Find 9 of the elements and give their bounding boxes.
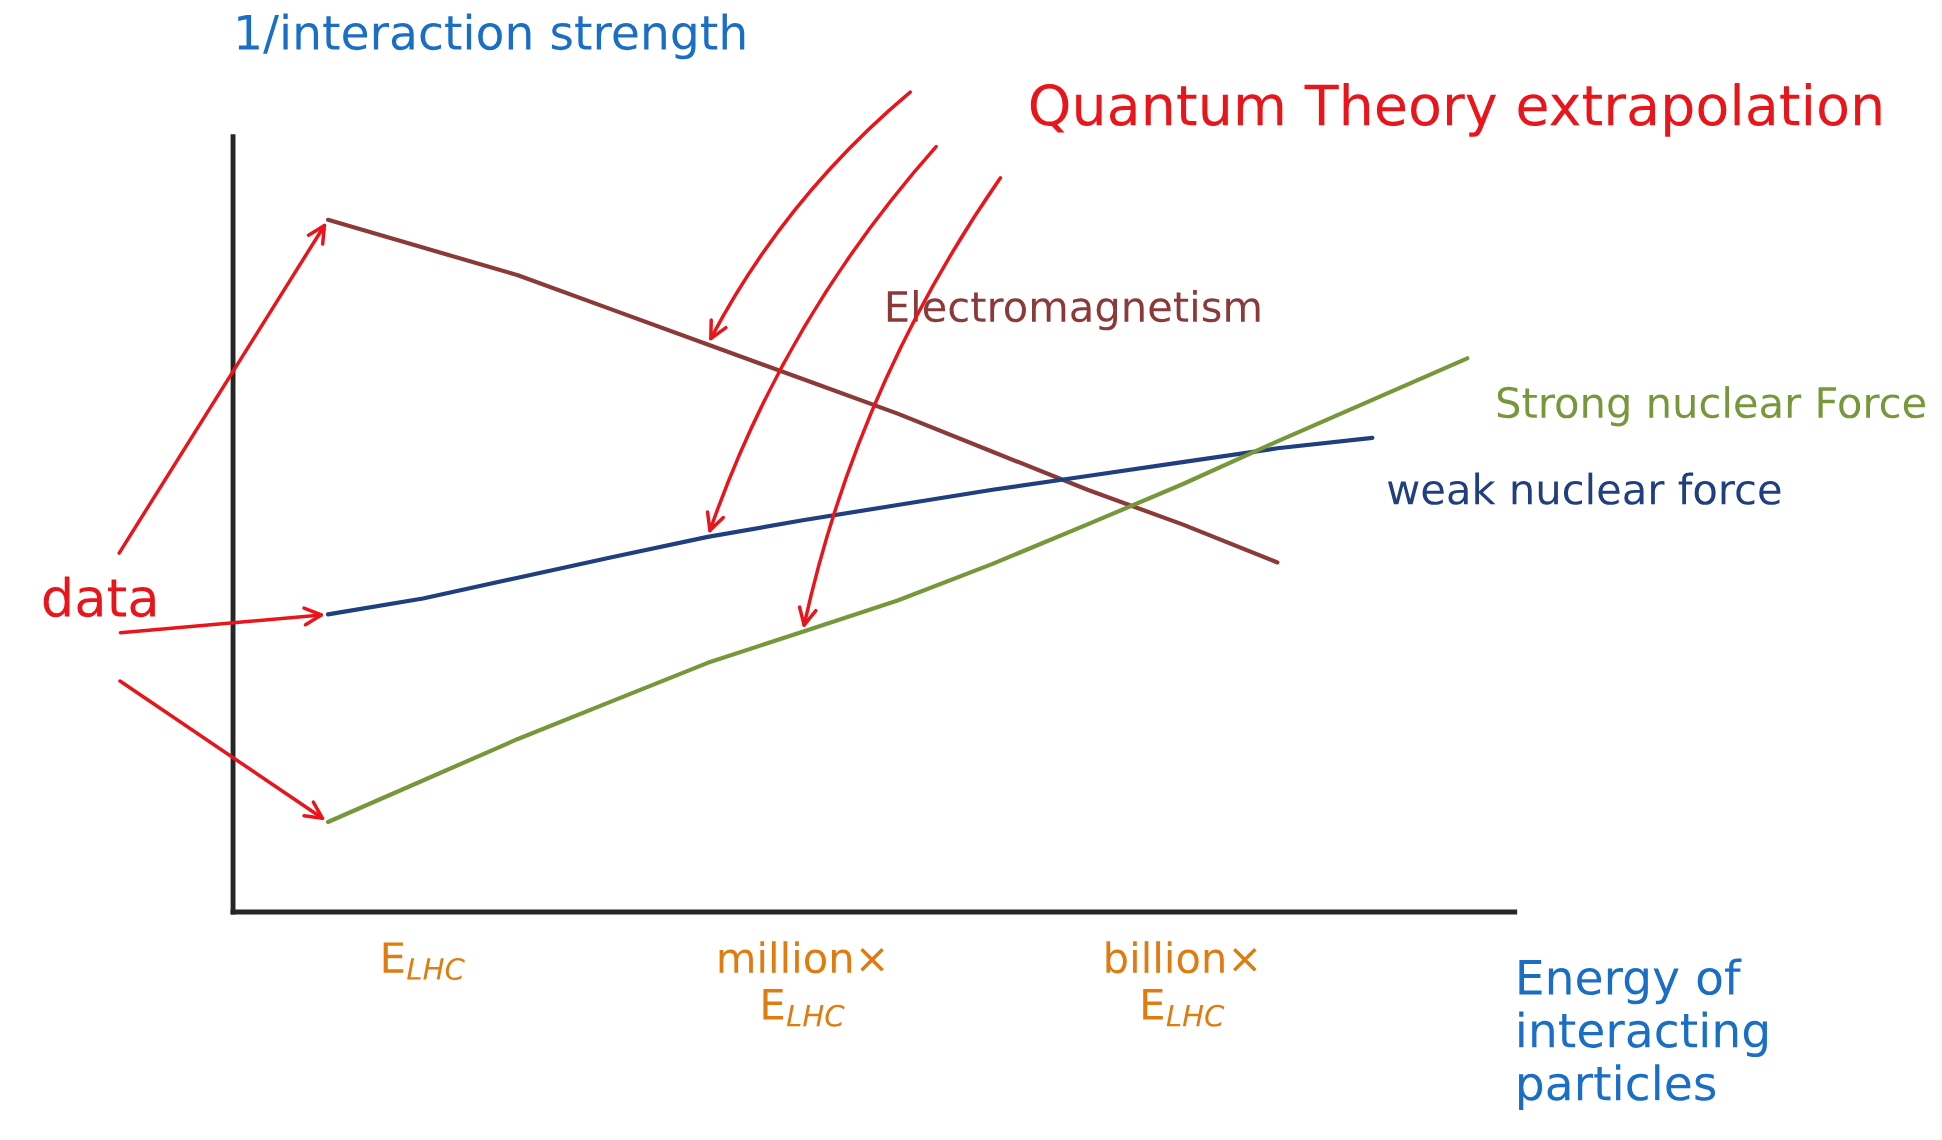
- x-tick-label: million× E$_{LHC}$: [719, 941, 884, 1027]
- x-tick-label: billion× E$_{LHC}$: [1106, 941, 1257, 1027]
- series-label: weak nuclear force: [1387, 472, 1781, 505]
- text: data: [43, 576, 155, 618]
- series-label: Strong nuclear Force: [1497, 386, 1925, 427]
- y-axis-title: 1/interaction strength: [238, 13, 745, 60]
- text: Quantum Theory extrapolation: [1030, 83, 1881, 137]
- x-axis-title: Energy of interacting particles: [1519, 958, 1767, 1110]
- x-tick-label: E$_{LHC}$: [383, 942, 465, 981]
